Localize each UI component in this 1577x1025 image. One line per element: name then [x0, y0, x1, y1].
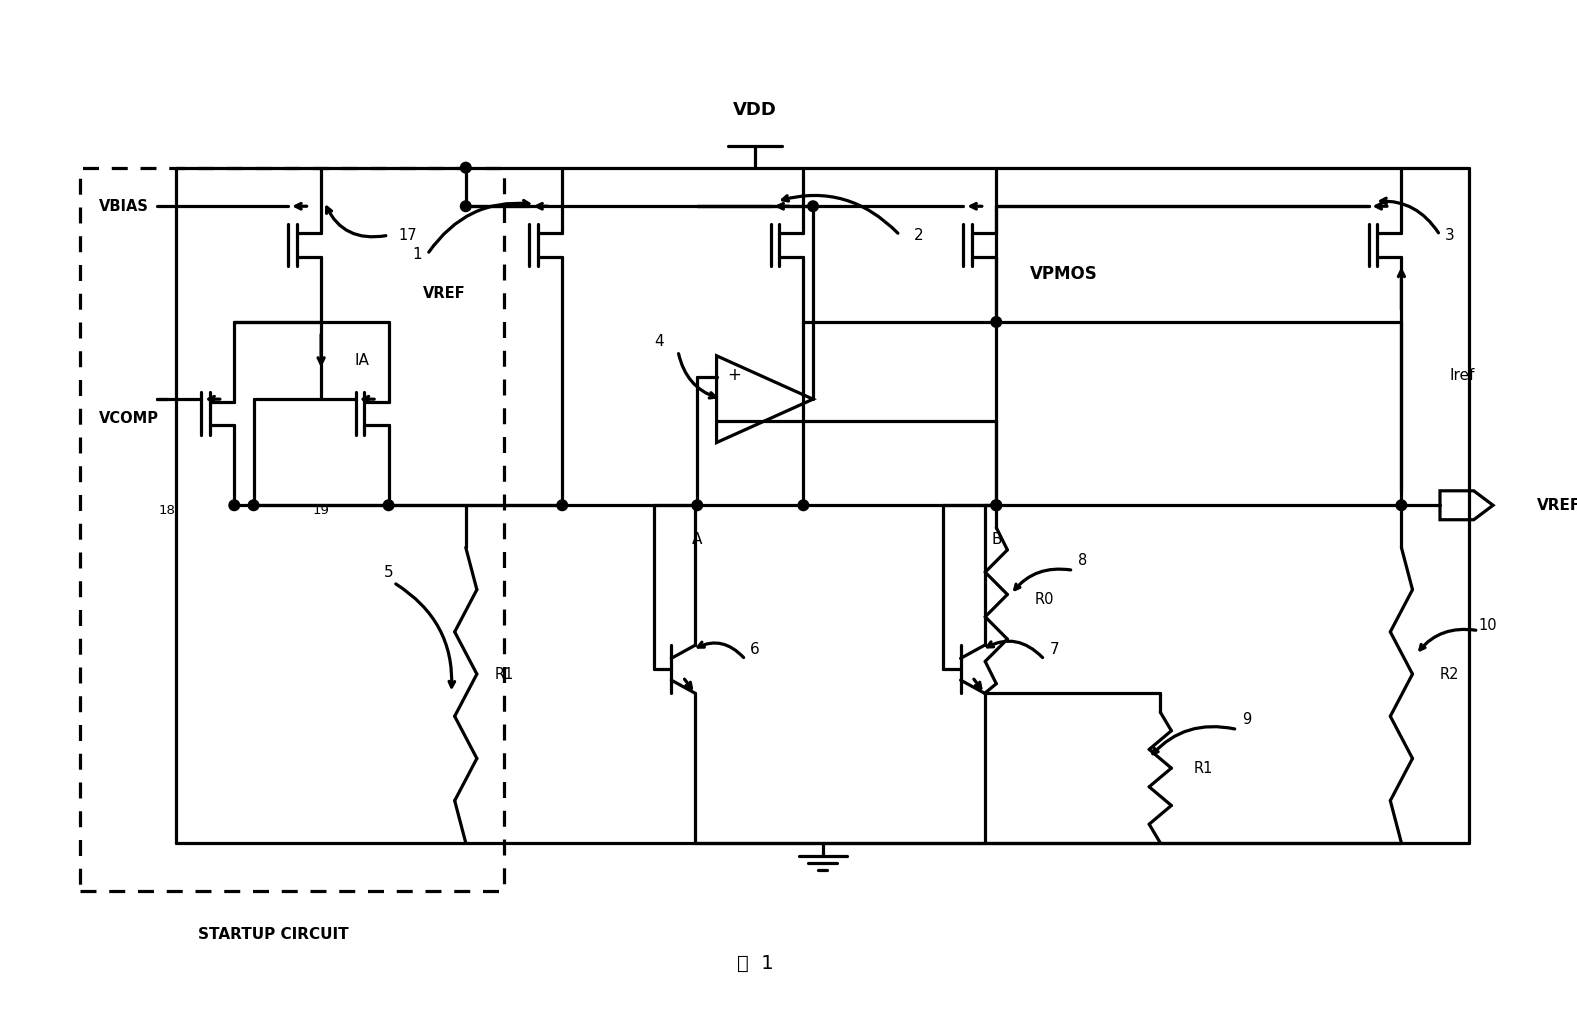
Text: R1: R1 [495, 666, 514, 682]
Text: R0: R0 [1035, 591, 1055, 607]
Text: VREF: VREF [423, 286, 465, 300]
Text: 5: 5 [383, 565, 393, 580]
Circle shape [990, 317, 1001, 327]
Text: VBIAS: VBIAS [99, 199, 150, 214]
Text: R1: R1 [1194, 761, 1213, 776]
Text: 1: 1 [413, 247, 423, 262]
Circle shape [460, 162, 472, 173]
Text: 图  1: 图 1 [736, 954, 773, 973]
Circle shape [460, 201, 472, 211]
Circle shape [1396, 500, 1407, 510]
Text: 7: 7 [1049, 643, 1060, 657]
Text: 2: 2 [915, 228, 924, 243]
Text: 8: 8 [1079, 554, 1088, 568]
Text: R2: R2 [1440, 666, 1459, 682]
Text: −: − [727, 414, 741, 432]
Circle shape [383, 500, 394, 510]
Text: 19: 19 [312, 503, 330, 517]
Text: VREF: VREF [1536, 498, 1577, 512]
Text: Iref: Iref [1449, 368, 1474, 382]
Circle shape [692, 500, 703, 510]
Circle shape [807, 201, 818, 211]
Text: 9: 9 [1243, 712, 1252, 728]
Text: VCOMP: VCOMP [99, 411, 159, 426]
Text: STARTUP CIRCUIT: STARTUP CIRCUIT [197, 927, 349, 942]
Text: IA: IA [355, 353, 369, 368]
Text: 4: 4 [654, 334, 664, 349]
Text: 17: 17 [399, 228, 418, 243]
Text: VDD: VDD [733, 100, 777, 119]
Circle shape [798, 500, 809, 510]
Text: VPMOS: VPMOS [1030, 264, 1098, 283]
Text: 3: 3 [1445, 228, 1454, 243]
Text: 10: 10 [1479, 618, 1498, 633]
Circle shape [229, 500, 240, 510]
Text: +: + [727, 366, 741, 383]
Text: 18: 18 [158, 503, 175, 517]
Text: A: A [692, 532, 702, 546]
Text: B: B [990, 532, 1001, 546]
Circle shape [990, 500, 1001, 510]
Circle shape [557, 500, 568, 510]
Circle shape [248, 500, 259, 510]
Circle shape [990, 500, 1001, 510]
Text: 6: 6 [751, 643, 760, 657]
